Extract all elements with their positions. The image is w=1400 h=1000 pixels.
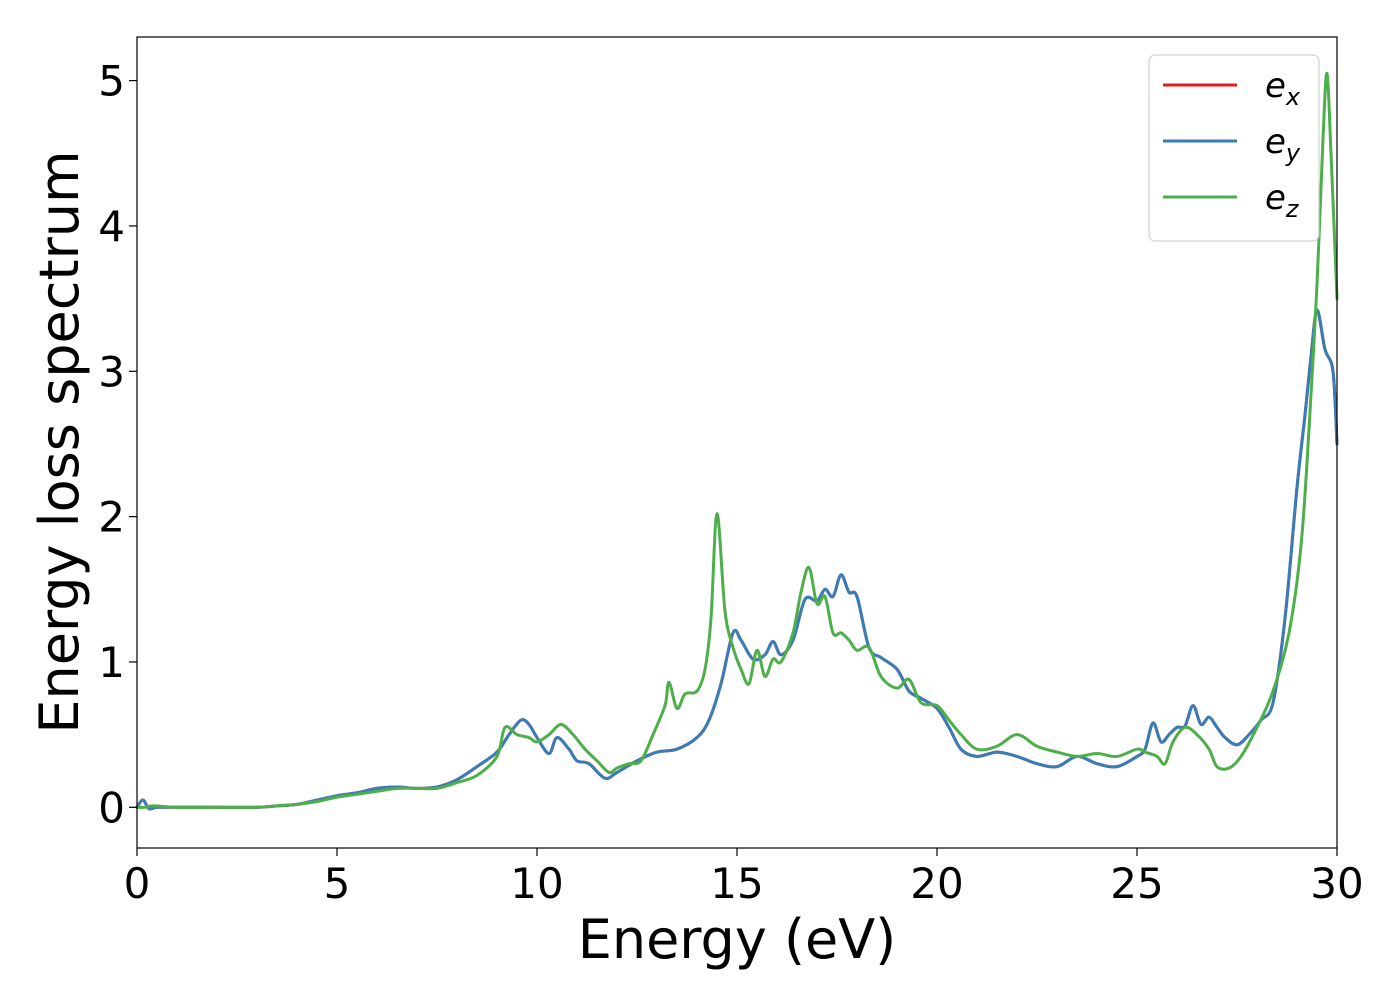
x-axis-label: Energy (eV)	[578, 908, 897, 971]
x-tick-label: 25	[1110, 859, 1163, 908]
x-tick-label: 10	[510, 859, 563, 908]
legend-label-subscript: x	[1285, 83, 1301, 111]
legend-box	[1148, 54, 1320, 242]
x-tick-label: 15	[710, 859, 763, 908]
legend-label-subscript: z	[1285, 195, 1300, 223]
x-tick-label: 30	[1310, 859, 1363, 908]
y-tick-label: 5	[98, 57, 125, 106]
y-axis: 0 1 2 3 4 5	[98, 57, 137, 832]
y-axis-label: Energy loss spectrum	[28, 150, 91, 733]
y-tick-label: 0	[98, 783, 125, 832]
legend-label-subscript: y	[1285, 139, 1301, 167]
y-tick-label: 4	[98, 202, 125, 251]
y-tick-label: 3	[98, 347, 125, 396]
x-tick-label: 0	[124, 859, 151, 908]
x-tick-label: 20	[910, 859, 963, 908]
series-line-e-z	[135, 71, 1339, 809]
plot-background	[137, 37, 1337, 848]
x-axis: 0 5 10 15 20 25 30	[124, 848, 1364, 908]
x-tick-label: 5	[324, 859, 351, 908]
y-tick-label: 2	[98, 493, 125, 542]
series-layer	[135, 71, 1339, 811]
y-tick-label: 1	[98, 638, 125, 687]
